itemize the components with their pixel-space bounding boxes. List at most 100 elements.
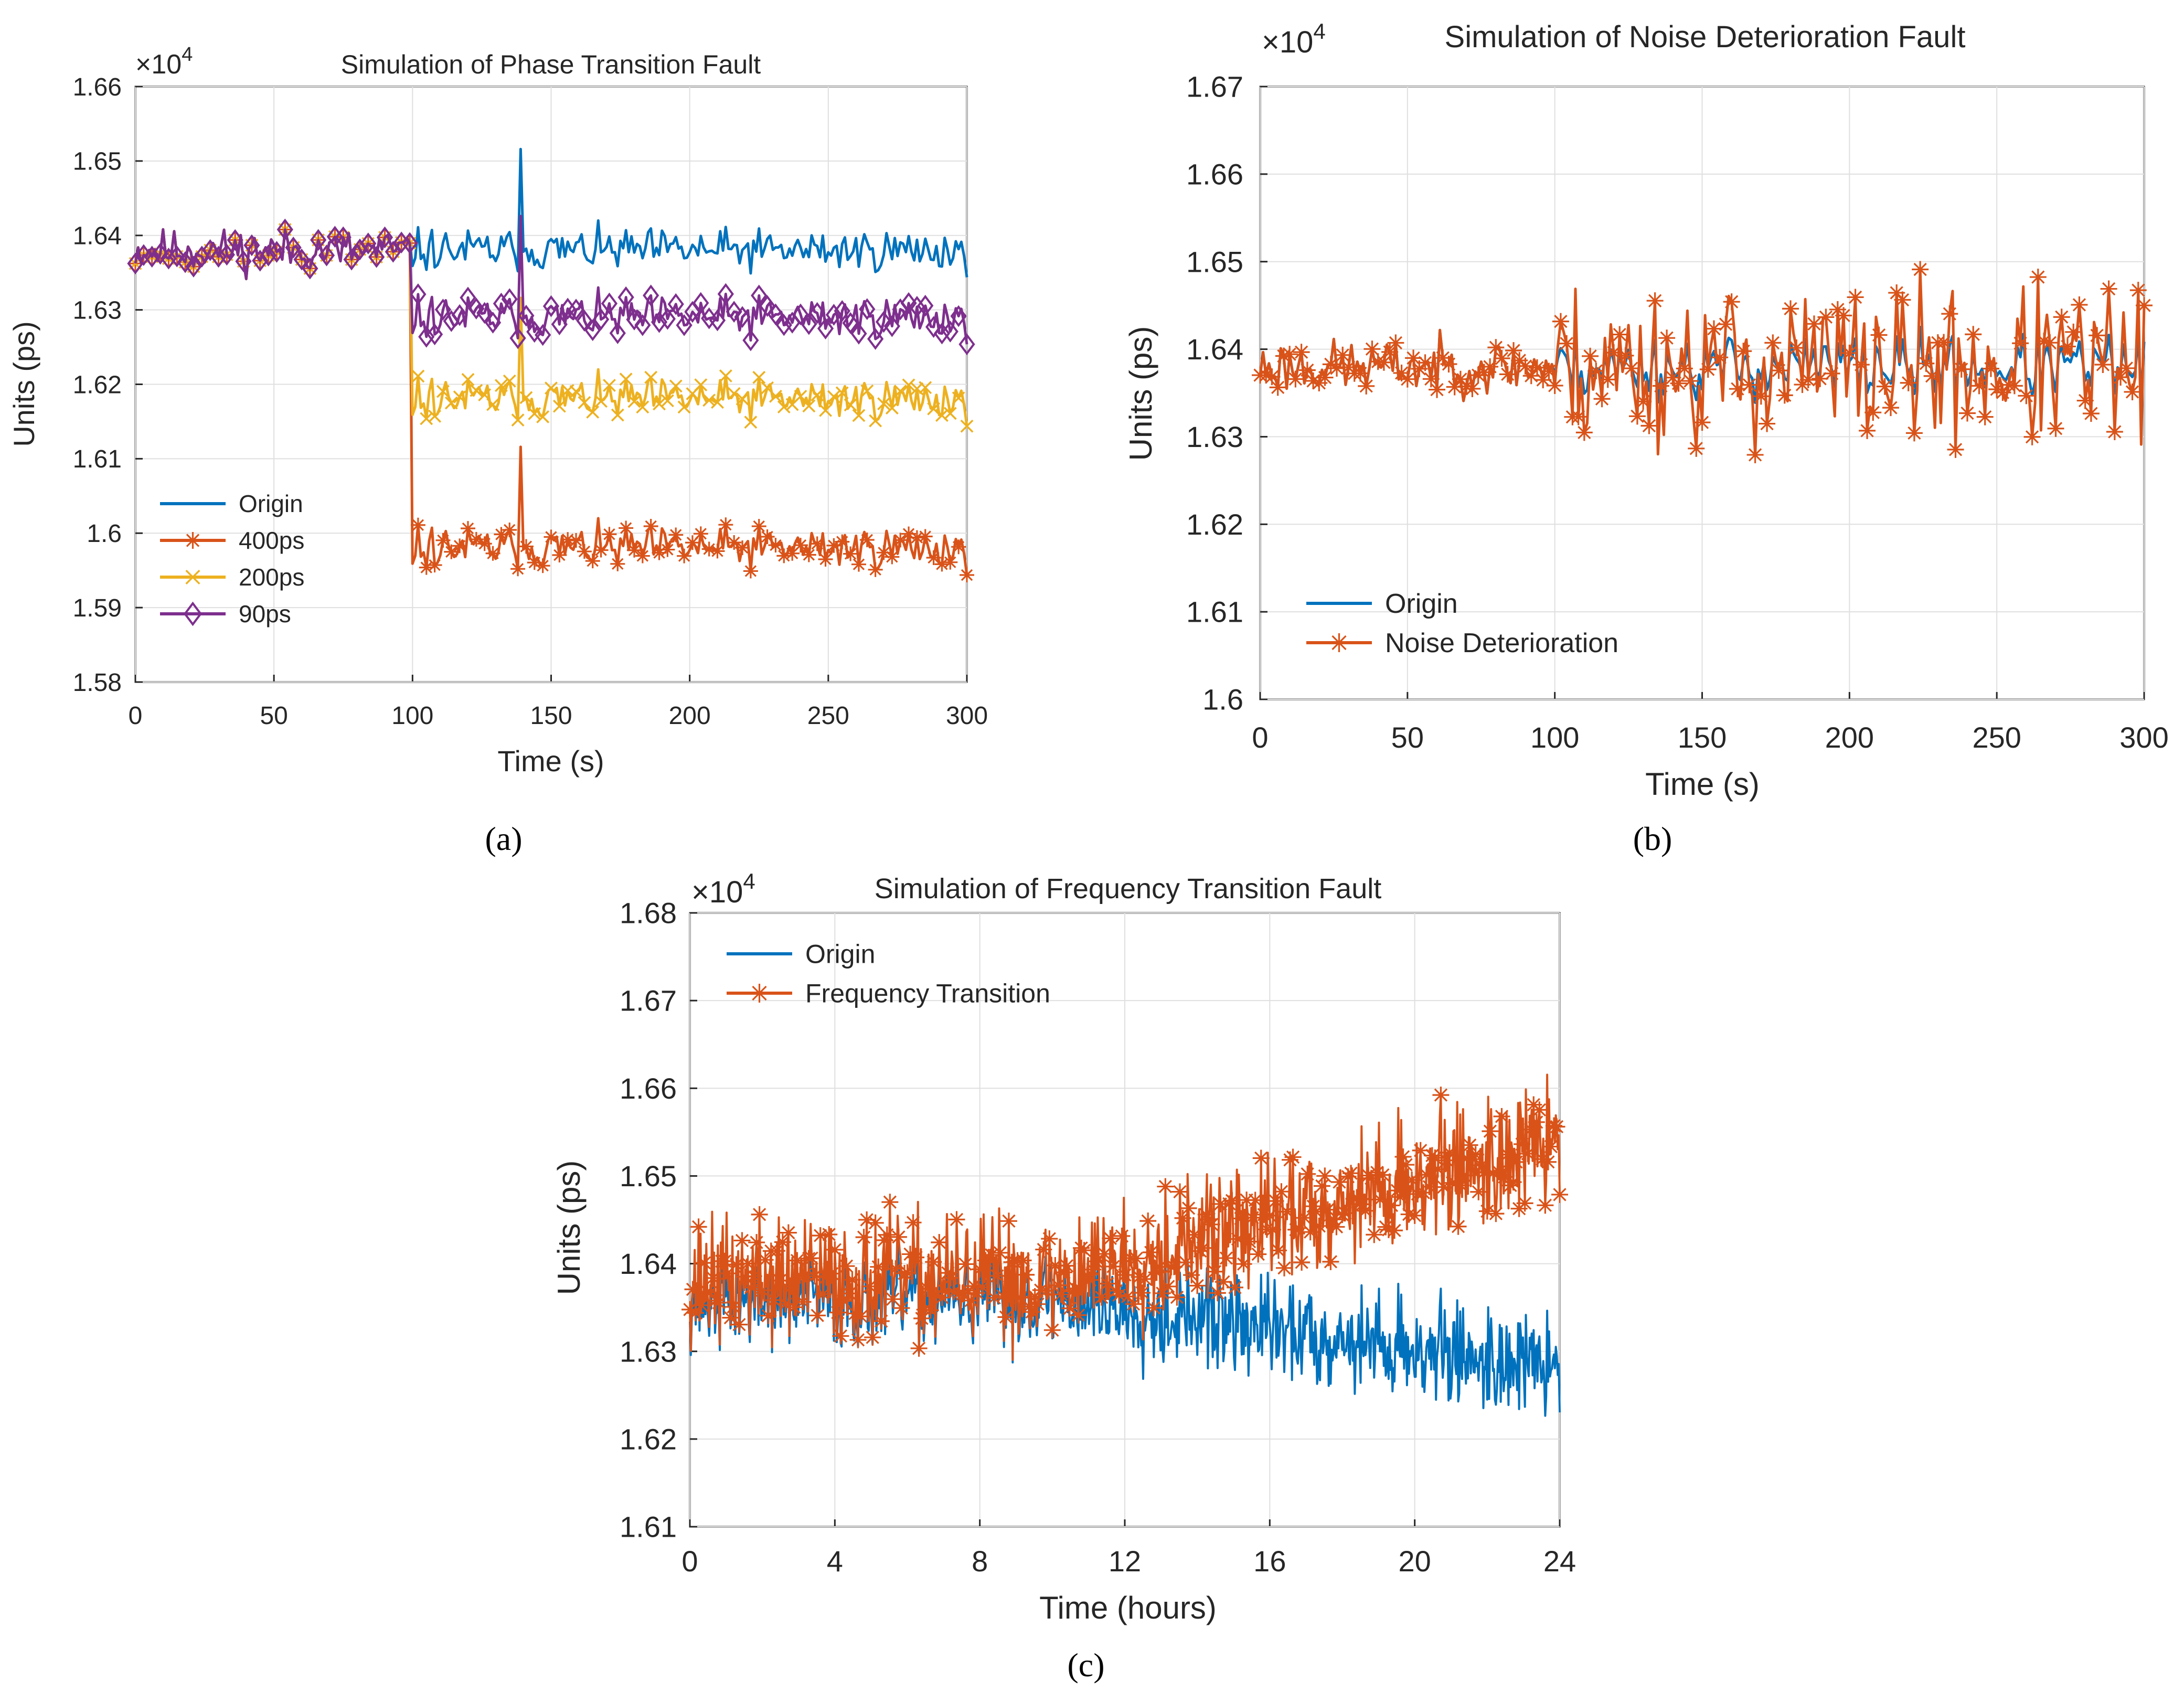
marker-stroke xyxy=(697,1256,711,1270)
asterisk-marker xyxy=(768,1242,785,1260)
asterisk-marker xyxy=(1548,1118,1565,1135)
asterisk-marker xyxy=(1264,1221,1281,1238)
asterisk-marker xyxy=(853,1308,870,1325)
asterisk-marker xyxy=(1093,1289,1110,1306)
diamond-marker xyxy=(235,250,252,272)
asterisk-marker xyxy=(1764,334,1782,352)
marker-stroke xyxy=(2049,422,2063,435)
marker-stroke xyxy=(1295,1255,1308,1269)
asterisk-marker xyxy=(2118,359,2135,377)
x-marker xyxy=(943,407,957,420)
marker-stroke xyxy=(704,1286,717,1300)
y-tick-label: 1.62 xyxy=(1186,508,1243,541)
asterisk-marker xyxy=(1052,1286,1070,1303)
marker-stroke xyxy=(924,1303,937,1317)
marker-stroke xyxy=(1601,373,1615,387)
marker-stroke xyxy=(1335,1208,1349,1221)
marker-stroke xyxy=(844,398,857,412)
asterisk-marker xyxy=(1516,1195,1533,1212)
diamond-marker xyxy=(717,283,734,305)
marker-stroke xyxy=(1541,1155,1555,1169)
marker-stroke xyxy=(1031,1297,1045,1311)
marker-stroke xyxy=(761,530,773,543)
x-marker xyxy=(185,569,200,585)
asterisk-marker xyxy=(1551,1186,1568,1203)
marker-stroke xyxy=(1390,1184,1404,1197)
legend-entry: 90ps xyxy=(160,600,291,627)
asterisk-marker xyxy=(992,1244,1009,1261)
asterisk-marker xyxy=(1263,368,1281,386)
marker-stroke xyxy=(1713,350,1727,364)
marker-stroke xyxy=(1219,1251,1233,1265)
asterisk-marker xyxy=(1159,1278,1177,1295)
marker-stroke xyxy=(1383,345,1397,359)
asterisk-marker xyxy=(461,521,475,536)
marker-stroke xyxy=(612,558,624,570)
asterisk-marker xyxy=(1588,362,1605,379)
asterisk-marker xyxy=(1446,378,1463,396)
x-tick-label: 150 xyxy=(530,702,572,730)
asterisk-marker xyxy=(1535,371,1552,389)
asterisk-marker xyxy=(727,535,742,550)
asterisk-marker xyxy=(2059,338,2076,355)
asterisk-marker xyxy=(1386,1222,1403,1239)
marker-stroke xyxy=(1060,1259,1074,1273)
asterisk-marker xyxy=(1119,1288,1136,1305)
asterisk-marker xyxy=(1688,440,1705,457)
asterisk-marker xyxy=(710,544,725,559)
x-tick-label: 250 xyxy=(807,702,849,730)
asterisk-marker xyxy=(1374,1166,1391,1184)
x-marker xyxy=(660,394,674,408)
diamond-marker xyxy=(917,294,934,317)
asterisk-marker xyxy=(1605,344,1622,361)
asterisk-marker xyxy=(893,1300,910,1317)
asterisk-marker xyxy=(690,1218,707,1236)
diamond-marker xyxy=(152,242,169,265)
y-tick-label: 1.63 xyxy=(1186,420,1243,453)
marker-stroke xyxy=(1489,340,1503,354)
diamond-marker xyxy=(501,288,518,311)
x-marker xyxy=(552,399,566,413)
marker-stroke xyxy=(2037,334,2051,348)
marker-stroke xyxy=(1405,1173,1419,1187)
marker-stroke xyxy=(1336,348,1349,362)
marker-stroke xyxy=(1966,327,1980,341)
asterisk-marker xyxy=(785,1299,803,1316)
asterisk-marker xyxy=(1018,1266,1035,1283)
marker-stroke xyxy=(723,1311,738,1325)
asterisk-marker xyxy=(801,547,816,562)
marker-stroke xyxy=(1760,417,1774,431)
marker-stroke xyxy=(903,1247,917,1261)
marker-stroke xyxy=(1418,356,1432,369)
marker-stroke xyxy=(620,522,632,534)
asterisk-marker xyxy=(1628,408,1646,425)
marker-stroke xyxy=(779,1297,793,1311)
asterisk-marker xyxy=(1455,1167,1473,1184)
asterisk-marker xyxy=(1334,346,1351,364)
marker-stroke xyxy=(927,402,941,416)
marker-stroke xyxy=(1393,1190,1407,1204)
marker-stroke xyxy=(412,519,424,531)
x-marker xyxy=(411,369,425,383)
asterisk-marker xyxy=(1545,1117,1562,1134)
marker-stroke xyxy=(1289,1223,1303,1237)
x-marker xyxy=(919,381,932,395)
asterisk-marker xyxy=(983,1246,1000,1263)
asterisk-marker xyxy=(1770,362,1787,379)
marker-stroke xyxy=(619,373,633,386)
asterisk-marker xyxy=(1070,1306,1087,1324)
asterisk-marker xyxy=(748,1234,765,1251)
marker-stroke xyxy=(944,1271,958,1285)
asterisk-marker xyxy=(2106,423,2123,440)
series-group xyxy=(127,147,975,583)
panel-label: (b) xyxy=(1633,820,1672,857)
marker-stroke xyxy=(1306,1199,1320,1213)
x-marker xyxy=(494,379,508,392)
diamond-marker xyxy=(476,302,493,324)
marker-stroke xyxy=(1518,359,1532,373)
marker-stroke xyxy=(1919,357,1933,370)
asterisk-marker xyxy=(1371,1191,1389,1208)
marker-stroke xyxy=(1678,361,1691,376)
marker-stroke xyxy=(570,534,582,547)
marker-stroke xyxy=(1051,1279,1065,1292)
